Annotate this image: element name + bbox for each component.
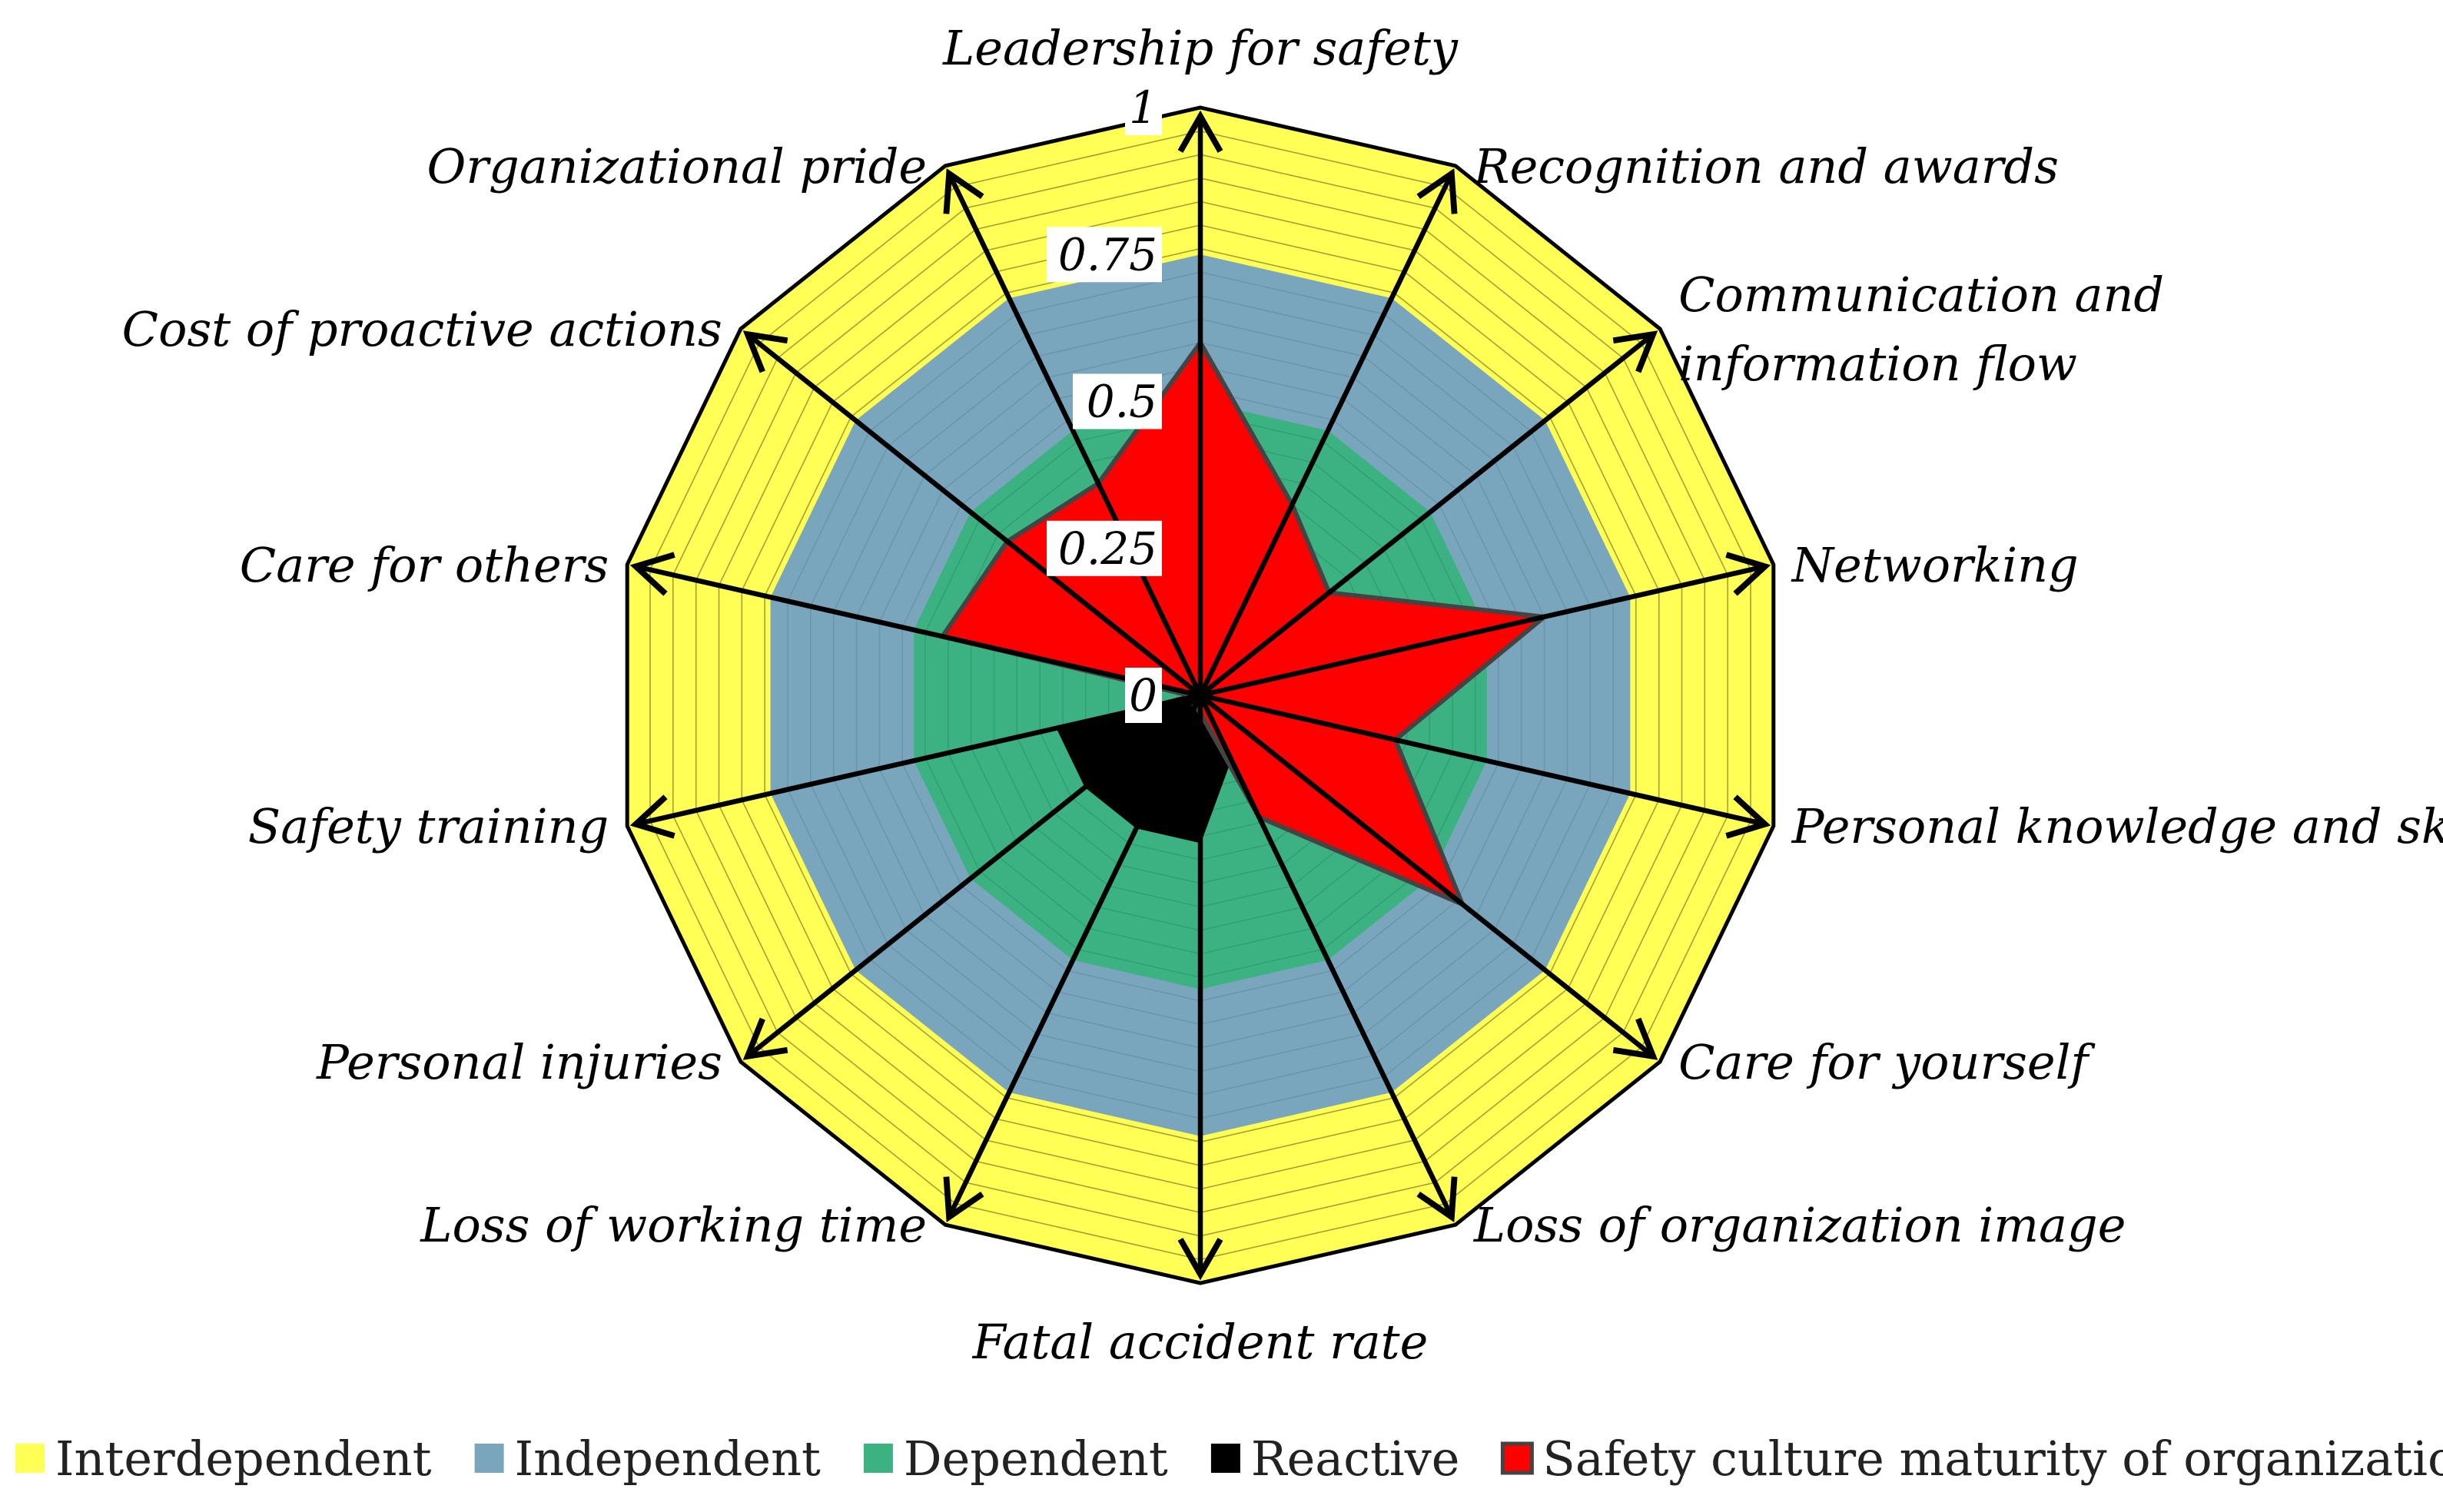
legend-item-interdependent: Interdependent	[15, 1431, 432, 1487]
tick-label-bg	[1073, 373, 1162, 429]
axis-label-line: Care for others	[240, 537, 609, 593]
axis-label-care-for-yourself: Care for yourself	[1678, 1034, 2096, 1090]
tick-label: 0	[1129, 669, 1157, 721]
legend-item-independent: Independent	[474, 1431, 821, 1487]
tick-label-bg	[1125, 668, 1162, 723]
legend: Interdependent Independent Dependent Reacti…	[15, 1431, 2443, 1487]
tick-label-bg	[1047, 227, 1162, 283]
axis-arrows	[629, 110, 1771, 1281]
axis-arrow-personal-knowledge-and-skills	[1200, 692, 1771, 839]
axis-label-loss-of-working-time: Loss of working time	[420, 1197, 927, 1253]
axis-arrow-loss-of-organization-image	[1198, 694, 1458, 1222]
legend-swatch	[15, 1444, 45, 1473]
axis-label-cost-of-proactive-actions: Cost of proactive actions	[122, 301, 722, 357]
axis-label-recognition-and-awards: Recognition and awards	[1473, 138, 2059, 194]
tick-labels: 0 0.25 0.5 0.75 1	[1047, 80, 1162, 723]
axis-label-networking: Networking	[1791, 537, 2079, 593]
legend-label: Dependent	[904, 1431, 1168, 1487]
axis-label-line: Recognition and awards	[1473, 138, 2059, 194]
axis-arrow-networking	[1200, 552, 1771, 698]
axis-label-personal-injuries: Personal injuries	[316, 1034, 722, 1090]
axis-arrow-personal-injuries	[742, 693, 1203, 1060]
tick-label: 0.5	[1087, 376, 1157, 428]
legend-item-safety-culture-maturity-of-organization: Safety culture maturity of organization	[1500, 1431, 2443, 1487]
axis-arrow-care-for-yourself	[1198, 693, 1658, 1060]
axis-label-line: Safety training	[248, 798, 609, 854]
legend-swatch	[1210, 1444, 1240, 1473]
axis-arrow-care-for-others	[629, 552, 1201, 698]
axis-arrow-loss-of-working-time	[943, 694, 1203, 1222]
legend-swatch	[863, 1444, 893, 1473]
legend-label: Interdependent	[55, 1431, 432, 1487]
axis-label-care-for-others: Care for others	[240, 537, 609, 593]
axis-arrow-recognition-and-awards	[1198, 168, 1458, 697]
axis-label-safety-training: Safety training	[248, 798, 609, 854]
axis-label-line: Cost of proactive actions	[122, 301, 722, 357]
legend-item-dependent: Dependent	[863, 1431, 1168, 1487]
legend-label: Reactive	[1251, 1431, 1460, 1487]
axis-label-line: Loss of working time	[420, 1197, 927, 1253]
legend-item-reactive: Reactive	[1210, 1431, 1460, 1487]
axis-label-line: Personal injuries	[316, 1034, 722, 1090]
axis-arrow-cost-of-proactive-actions	[742, 330, 1203, 698]
axis-label-line: Personal knowledge and skills	[1791, 798, 2443, 854]
axis-label-loss-of-organization-image: Loss of organization image	[1473, 1197, 2126, 1253]
legend-swatch	[1500, 1441, 1534, 1475]
axis-label-personal-knowledge-and-skills: Personal knowledge and skills	[1791, 798, 2443, 854]
tick-label-bg	[1125, 80, 1162, 135]
axis-label-line: Organizational pride	[427, 138, 928, 194]
legend-label: Independent	[515, 1431, 821, 1487]
axis-label-organizational-pride: Organizational pride	[427, 138, 928, 194]
axis-label-line: Care for yourself	[1678, 1034, 2096, 1090]
legend-swatch	[474, 1444, 504, 1473]
axis-label-line: Leadership for safety	[942, 20, 1459, 76]
center-dot	[1192, 687, 1209, 704]
tick-label: 0.25	[1058, 522, 1157, 575]
axis-label-line: Loss of organization image	[1473, 1197, 2126, 1253]
axis-label-line: Networking	[1791, 537, 2079, 593]
axis-label-line: Communication and	[1678, 267, 2164, 323]
axis-arrow-organizational-pride	[943, 168, 1203, 697]
axis-label-communication-and-information-flow: Communication and information flow	[1678, 267, 2164, 392]
axis-arrow-communication-and-information-flow	[1198, 330, 1658, 698]
axis-label-line: Fatal accident rate	[972, 1314, 1429, 1370]
axis-arrow-safety-training	[629, 692, 1201, 839]
axis-label-line: information flow	[1678, 336, 2077, 392]
tick-label: 0.75	[1058, 228, 1157, 280]
tick-label: 1	[1129, 81, 1157, 134]
axis-label-fatal-accident-rate: Fatal accident rate	[972, 1314, 1429, 1370]
tick-label-bg	[1047, 520, 1162, 576]
axis-label-leadership-for-safety: Leadership for safety	[942, 20, 1459, 76]
axis-labels: Leadership for safety Recognition and awa…	[122, 20, 2443, 1370]
legend-label: Safety culture maturity of organization	[1542, 1431, 2443, 1487]
